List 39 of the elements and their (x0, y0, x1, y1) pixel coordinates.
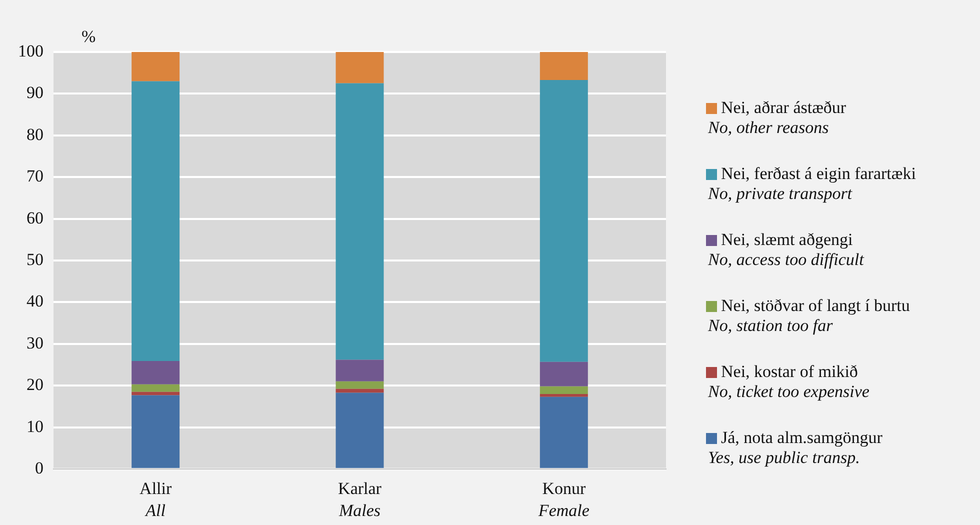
bar (336, 388, 384, 393)
y-tick-label: 0 (35, 458, 44, 478)
y-tick-label: 80 (26, 124, 44, 144)
y-tick-label: 50 (26, 250, 44, 269)
legend-label: Nei, aðrar ástæður No, other reasons (707, 98, 848, 138)
bar (132, 81, 180, 361)
bar (540, 362, 588, 386)
x-tick-label: Konur Female (537, 478, 590, 520)
bar (336, 83, 384, 360)
bar (540, 396, 588, 468)
x-tick-label: Allir All (140, 478, 172, 520)
legend-label: Nei, ferðast á eigin farartæki No, private transport (707, 164, 916, 204)
bar (132, 384, 180, 392)
legend-label: Nei, slæmt aðgengi No, access too difficult (707, 230, 866, 270)
bar (336, 381, 384, 389)
bar (540, 386, 588, 394)
legend-label: Já, nota alm.samgöngur Yes, use public transp. (707, 428, 884, 468)
y-tick-label: 40 (26, 292, 44, 311)
y-tick-label: 20 (26, 375, 44, 394)
bar (336, 360, 384, 382)
x-tick-label: Karlar Males (338, 478, 382, 520)
bar (132, 360, 180, 384)
y-tick-label: 90 (26, 83, 44, 102)
legend-label: Nei, kostar of mikið No, ticket too expensive (707, 362, 870, 402)
y-tick-label: 60 (26, 208, 44, 228)
y-tick-label: 30 (26, 333, 44, 352)
bar (540, 52, 588, 80)
y-tick-label: 100 (18, 41, 44, 60)
y-tick-label: 70 (26, 166, 44, 186)
legend-label: Nei, stöðvar of langt í burtu No, station too far (707, 296, 911, 336)
y-tick-label: 10 (26, 416, 44, 436)
bar (540, 80, 588, 362)
bar (540, 394, 588, 397)
bar (336, 52, 384, 84)
bar (132, 392, 180, 396)
y-axis-title: % (82, 26, 96, 46)
bar (336, 392, 384, 468)
bar (132, 395, 180, 468)
bar (132, 52, 180, 82)
